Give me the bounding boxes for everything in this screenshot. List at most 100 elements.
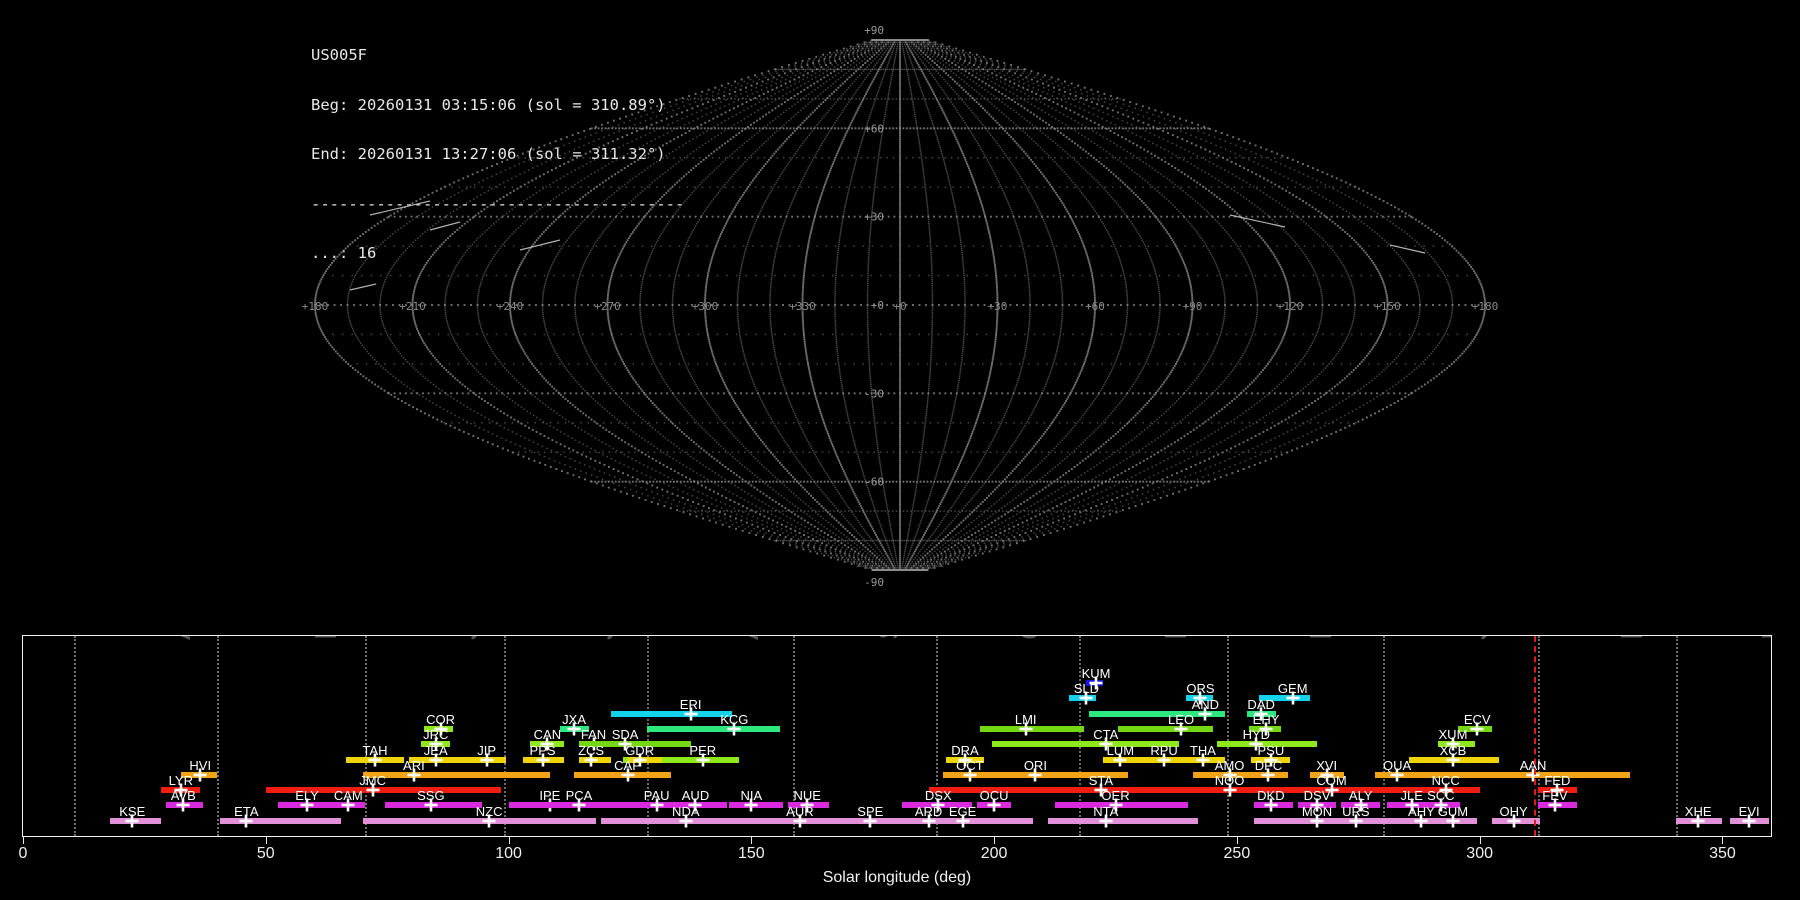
shower-peak-marker [567,722,581,736]
shower-bar[interactable] [219,817,342,824]
shower-label: DSV [1303,788,1331,804]
shower-bar[interactable] [265,787,502,794]
shower-label: DPC [1254,757,1283,773]
shower-label: GUM [1437,803,1469,819]
shower-peak-marker [800,798,814,812]
shower-peak-marker [174,783,188,797]
month-label: SEP [871,636,907,640]
shower-label: FAN [580,727,607,743]
dec-label: -60 [864,476,884,489]
shower-bar[interactable] [610,710,732,717]
x-axis-tick-label: 300 [1466,845,1494,862]
shower-bar[interactable] [1047,817,1199,824]
shower-label: RPU [1150,742,1178,758]
shower-label: PER [689,742,717,758]
shower-label: JXA [562,711,587,727]
shower-peak-marker [1548,798,1562,812]
shower-peak-marker [618,737,632,751]
shower-label: PAU [643,788,670,804]
shower-label: TAH [362,742,388,758]
sky-map-grid: +90 +60 +30 +0 -30 -60 -90 +180 +150 +120 +90 +60 +3… [302,24,1499,589]
shower-peak-marker [1157,753,1171,766]
shower-label: JMC [359,773,386,789]
ra-label: +330 [789,300,816,313]
shower-label: JRC [423,727,449,743]
shower-bar[interactable] [362,771,550,778]
month-label: MAR [1755,636,1771,640]
shower-label: QUA [1383,757,1412,773]
shower-label: COM [1316,773,1347,789]
ra-label: +210 [399,300,426,313]
shower-label: NOO [1214,773,1245,789]
shower-bar[interactable] [409,756,492,763]
shower-bar[interactable] [362,817,596,824]
shower-peak-marker [684,707,698,721]
shower-bar[interactable] [928,787,1165,794]
x-axis-tick-label: 200 [980,845,1008,862]
month-label: APR [162,636,198,640]
shower-label: LMI [1014,711,1037,727]
session-id: US005F [311,46,367,64]
shower-peak-marker [1742,814,1756,828]
shower-peak-marker [1691,814,1705,828]
shower-label: ZCS [578,742,605,758]
shower-bar[interactable] [950,817,1033,824]
shower-peak-marker [1249,737,1263,751]
shower-label: URS [1342,803,1370,819]
shower-label: JLE [1400,788,1423,804]
shower-label: THA [1189,742,1216,758]
shower-label: FED [1544,773,1571,789]
shower-label: LEO [1168,711,1195,727]
ra-label: +60 [1085,300,1105,313]
ra-label: +0 [893,300,906,313]
shower-peak-marker [1470,722,1484,736]
month-label: FEB [1614,636,1650,640]
shower-bar[interactable] [1217,741,1317,748]
shower-label: SDA [611,727,639,743]
shower-bar[interactable] [1253,817,1339,824]
shower-bar[interactable] [646,725,781,732]
shower-label: HYD [1242,727,1271,743]
shower-bar[interactable] [991,741,1179,748]
shower-label: LUM [1106,742,1135,758]
x-axis-tick [23,837,24,844]
shower-peak-marker [1526,768,1540,782]
shower-label: NZC [475,803,503,819]
shower-bar[interactable] [622,756,740,763]
shower-bar[interactable] [600,817,803,824]
shower-bar[interactable] [1406,771,1631,778]
shower-label: ETA [234,803,259,819]
shower-peak-marker [125,814,139,828]
shower-label: PPS [529,742,556,758]
month-label: OCT [1012,636,1048,640]
shower-peak-marker [1019,722,1033,736]
shower-peak-marker [793,814,807,828]
dec-label: +60 [864,122,884,135]
shower-bar[interactable] [578,741,691,748]
x-axis-tick-label: 50 [256,845,275,862]
shower-label: SSG [417,788,445,804]
shower-bar[interactable] [1258,695,1310,702]
shower-bar[interactable] [1283,787,1432,794]
dec-label: -30 [864,387,884,400]
shower-peak-marker [1261,768,1275,782]
shower-bar[interactable] [989,771,1128,778]
x-axis-tick [751,837,753,844]
shower-peak-marker [1414,814,1428,828]
shower-label: AND [1191,696,1220,712]
month-divider [792,636,795,836]
shower-peak-marker [429,737,443,751]
shower-peak-marker [1254,707,1268,721]
shower-label: PCA [565,788,593,804]
month-label: DEC [1303,636,1339,640]
shower-peak-marker [176,798,190,812]
shower-bar[interactable] [1117,725,1213,732]
shower-bar[interactable] [1154,787,1284,794]
ra-label: +180 [1472,300,1499,313]
session-count: ...: 16 [311,244,377,262]
shower-bar[interactable] [1088,710,1225,717]
shower-peak-marker [963,768,977,782]
shower-label: ELY [295,788,319,804]
shower-peak-marker [1286,691,1300,705]
shower-peak-marker [480,753,494,766]
